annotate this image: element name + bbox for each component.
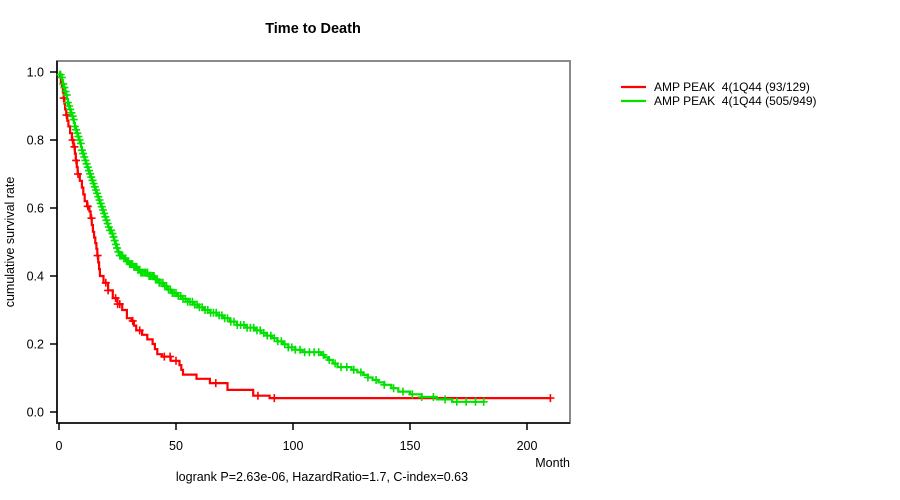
- y-tick-label: 1.0: [27, 66, 44, 80]
- legend-label-green: AMP PEAK 4(1Q44 (505/949): [654, 94, 817, 108]
- series-curves: [56, 70, 555, 406]
- plot-box: [56, 60, 571, 424]
- y-axis-label: cumulative survival rate: [3, 177, 17, 308]
- km-curve-green: [58, 70, 485, 403]
- y-axis-ticks: 0.0 0.2 0.4 0.6 0.8 1.0: [27, 66, 57, 420]
- y-tick-label: 0.0: [27, 406, 44, 420]
- x-tick-label: 50: [169, 439, 183, 453]
- legend-label-red: AMP PEAK 4(1Q44 (93/129): [654, 80, 810, 94]
- x-axis-ticks: 0 50 100 150 200: [56, 423, 538, 453]
- legend: AMP PEAK 4(1Q44 (93/129) AMP PEAK 4(1Q44…: [621, 80, 817, 108]
- y-tick-label: 0.8: [27, 134, 44, 148]
- censor-marks-red: [59, 94, 555, 403]
- x-tick-label: 200: [517, 439, 538, 453]
- chart-title: Time to Death: [265, 21, 361, 37]
- footer-stats: logrank P=2.63e-06, HazardRatio=1.7, C-i…: [176, 470, 468, 484]
- axis-lines: [56, 61, 570, 424]
- y-tick-label: 0.4: [27, 270, 44, 284]
- censor-marks-green: [56, 70, 488, 406]
- x-tick-label: 0: [56, 439, 63, 453]
- y-tick-label: 0.2: [27, 338, 44, 352]
- y-tick-label: 0.6: [27, 202, 44, 216]
- x-tick-label: 100: [283, 439, 304, 453]
- x-axis-label: Month: [535, 456, 570, 470]
- x-tick-label: 150: [400, 439, 421, 453]
